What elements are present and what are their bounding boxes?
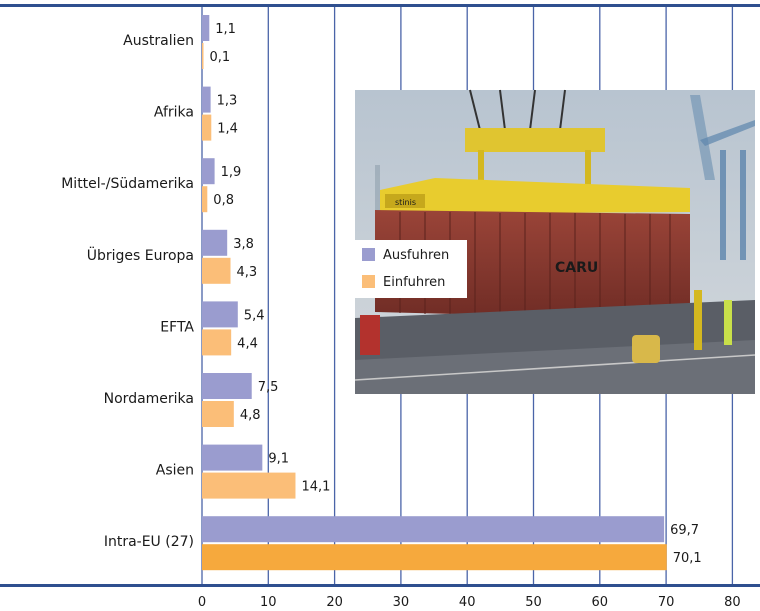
value-label-ausfuhren-übriges-europa: 3,8 xyxy=(233,237,254,252)
value-label-einfuhren-australien: 0,1 xyxy=(210,50,231,65)
bar-einfuhren-intra-eu-27 xyxy=(202,544,667,571)
bar-ausfuhren-efta xyxy=(202,301,238,328)
value-label-ausfuhren-intra-eu-27: 69,7 xyxy=(670,523,699,538)
x-tick-label-0: 0 xyxy=(198,595,206,610)
value-label-einfuhren-übriges-europa: 4,3 xyxy=(237,265,258,280)
x-tick-label-20: 20 xyxy=(326,595,343,610)
value-label-ausfuhren-mittel-südamerika: 1,9 xyxy=(221,165,242,180)
value-label-einfuhren-mittel-südamerika: 0,8 xyxy=(213,193,234,208)
legend-label-ausfuhren: Ausfuhren xyxy=(383,248,449,263)
bar-einfuhren-efta xyxy=(202,329,232,356)
bar-einfuhren-afrika xyxy=(202,114,212,141)
value-label-ausfuhren-efta: 5,4 xyxy=(244,308,265,323)
bar-ausfuhren-australien xyxy=(202,15,210,41)
bar-ausfuhren-mittel-südamerika xyxy=(202,158,215,185)
x-tick-label-60: 60 xyxy=(592,595,609,610)
bar-einfuhren-mittel-südamerika xyxy=(202,186,208,213)
bar-einfuhren-nordamerika xyxy=(202,401,234,427)
legend-label-einfuhren: Einfuhren xyxy=(383,275,445,290)
x-tick-label-30: 30 xyxy=(393,595,410,610)
bar-ausfuhren-nordamerika xyxy=(202,373,252,399)
category-label-australien: Australien xyxy=(123,33,194,49)
spreader-lettering: stinis xyxy=(395,198,416,207)
bar-ausfuhren-übriges-europa xyxy=(202,229,228,256)
value-label-ausfuhren-asien: 9,1 xyxy=(268,452,289,467)
category-label-übriges-europa: Übriges Europa xyxy=(87,246,194,264)
bar-ausfuhren-asien xyxy=(202,444,263,471)
value-label-ausfuhren-afrika: 1,3 xyxy=(217,94,238,109)
category-label-efta: EFTA xyxy=(160,319,194,335)
value-label-ausfuhren-australien: 1,1 xyxy=(215,22,236,37)
container-crane-photo: stinis CARU xyxy=(354,89,756,394)
container-lettering: CARU xyxy=(555,260,598,276)
bar-ausfuhren-intra-eu-27 xyxy=(202,516,665,543)
legend-swatch-ausfuhren xyxy=(362,248,375,261)
x-tick-label-70: 70 xyxy=(658,595,675,610)
value-label-ausfuhren-nordamerika: 7,5 xyxy=(258,380,279,395)
value-label-einfuhren-asien: 14,1 xyxy=(301,480,330,495)
bar-einfuhren-asien xyxy=(202,472,296,499)
category-label-nordamerika: Nordamerika xyxy=(104,391,194,407)
category-label-mittel-südamerika: Mittel-/Südamerika xyxy=(61,176,194,192)
x-tick-label-10: 10 xyxy=(260,595,277,610)
category-label-afrika: Afrika xyxy=(154,105,194,121)
bar-einfuhren-übriges-europa xyxy=(202,257,231,284)
value-label-einfuhren-afrika: 1,4 xyxy=(217,122,238,137)
bar-ausfuhren-afrika xyxy=(202,86,211,113)
chart-marks: Australien 1,1 0,1 Afrika 1,3 1,4 Mittel-/Süda… xyxy=(61,15,702,571)
legend: Ausfuhren Einfuhren xyxy=(355,240,467,298)
x-tick-label-80: 80 xyxy=(724,595,741,610)
x-tick-label-40: 40 xyxy=(459,595,476,610)
legend-swatch-einfuhren xyxy=(362,275,375,288)
category-label-asien: Asien xyxy=(156,463,194,479)
x-axis-ticks: 0 10 20 30 40 50 60 70 80 xyxy=(198,595,741,610)
x-tick-label-50: 50 xyxy=(525,595,542,610)
bar-einfuhren-australien xyxy=(202,43,204,69)
value-label-einfuhren-intra-eu-27: 70,1 xyxy=(673,551,702,566)
value-label-einfuhren-nordamerika: 4,8 xyxy=(240,408,261,423)
value-label-einfuhren-efta: 4,4 xyxy=(237,336,258,351)
category-label-intra-eu-27: Intra-EU (27) xyxy=(104,534,194,550)
